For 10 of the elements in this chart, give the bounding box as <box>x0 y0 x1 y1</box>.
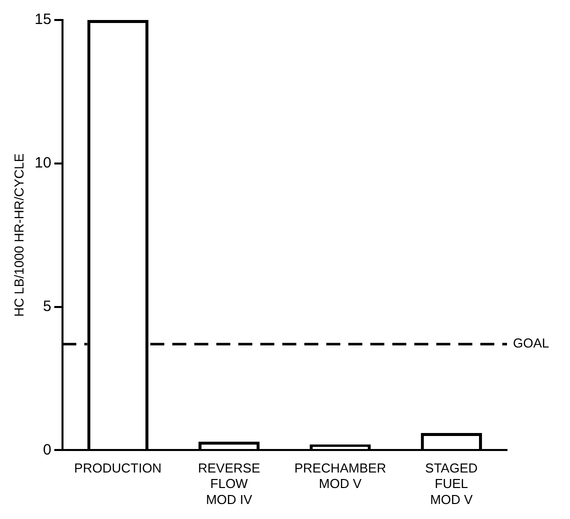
y-tick-label: 15 <box>34 11 52 28</box>
y-tick-label: 5 <box>42 298 52 315</box>
x-tick-label: PRODUCTION <box>74 460 162 476</box>
x-tick-label: PRECHAMBER MOD V <box>294 460 386 492</box>
y-tick-label: 10 <box>34 154 52 172</box>
x-tick-label: REVERSE FLOW MOD IV <box>198 460 260 507</box>
ref-line-label: GOAL <box>513 336 550 351</box>
x-tick-label: STAGED FUEL MOD V <box>425 460 478 507</box>
y-tick-label: 0 <box>42 441 52 458</box>
y-axis-title: HC LB/1000 HR-HR/CYCLE <box>11 153 26 317</box>
